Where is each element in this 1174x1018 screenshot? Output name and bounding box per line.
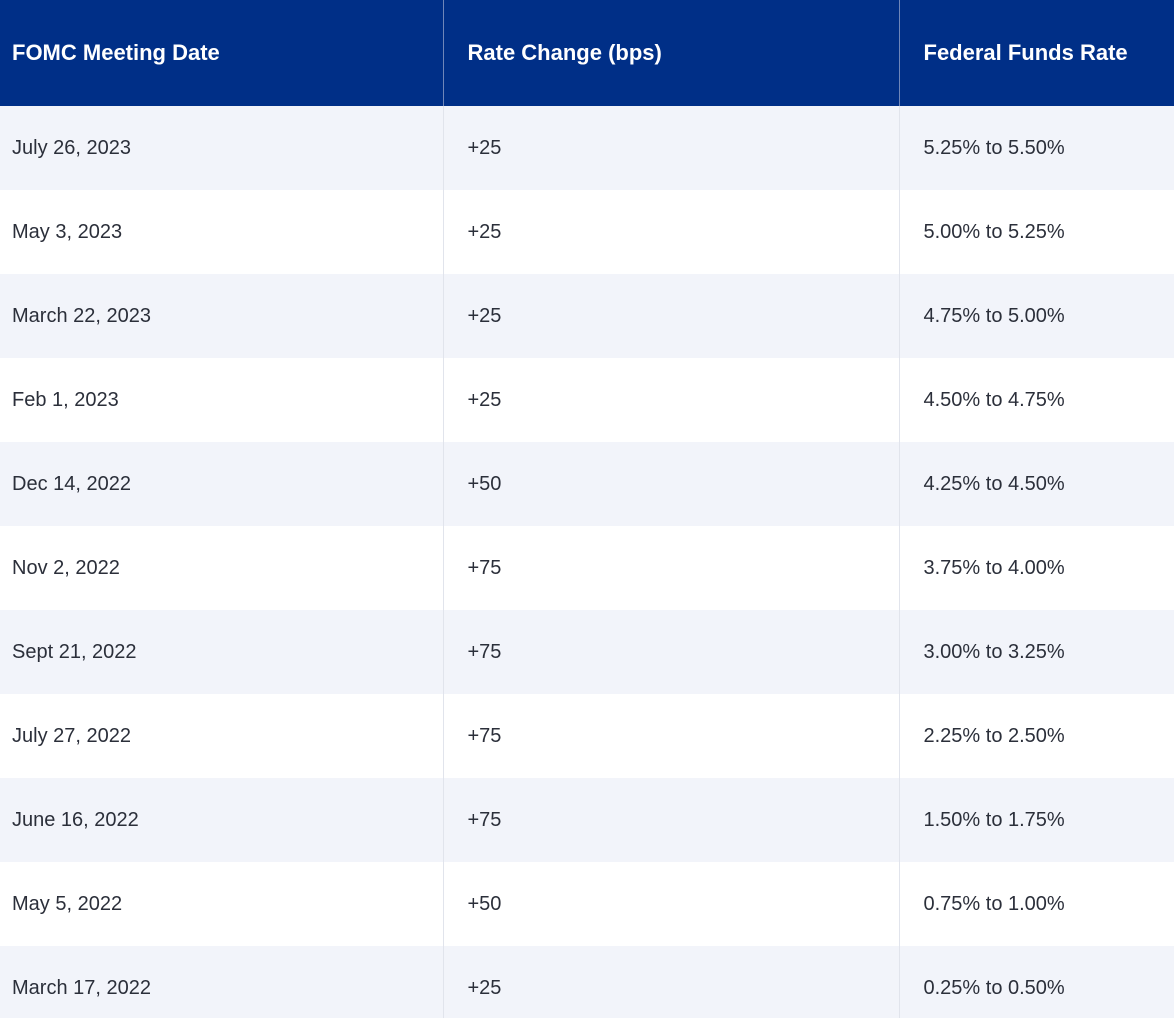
table-row: July 26, 2023 +25 5.25% to 5.50% <box>0 106 1174 190</box>
federal-funds-rate-cell: 1.50% to 1.75% <box>898 778 1174 862</box>
meeting-date-cell: June 16, 2022 <box>12 808 139 831</box>
meeting-date-cell: May 3, 2023 <box>12 220 123 243</box>
rate-change-cell: +75 <box>442 694 899 778</box>
meeting-date-cell: Nov 2, 2022 <box>12 556 120 579</box>
header-rate-change: Rate Change (bps) <box>442 0 899 106</box>
header-row: FOMC Meeting Date Rate Change (bps) Fede… <box>0 0 1174 106</box>
federal-funds-rate-cell: 3.75% to 4.00% <box>898 526 1174 610</box>
table-row: June 16, 2022 +75 1.50% to 1.75% <box>0 778 1174 862</box>
rate-change-cell: +75 <box>442 526 899 610</box>
federal-funds-rate-cell: 0.75% to 1.00% <box>898 862 1174 946</box>
table-row: July 27, 2022 +75 2.25% to 2.50% <box>0 694 1174 778</box>
meeting-date-cell: March 17, 2022 <box>12 976 151 999</box>
federal-funds-rate-cell: 5.25% to 5.50% <box>898 106 1174 190</box>
table-row: May 5, 2022 +50 0.75% to 1.00% <box>0 862 1174 946</box>
rate-change-cell: +25 <box>442 274 899 358</box>
table-row: March 17, 2022 +25 0.25% to 0.50% <box>0 946 1174 1018</box>
meeting-date-cell: July 27, 2022 <box>12 724 131 747</box>
meeting-date-cell: July 26, 2023 <box>12 136 131 159</box>
meeting-date-cell: Dec 14, 2022 <box>12 472 131 495</box>
rate-change-cell: +50 <box>442 442 899 526</box>
meeting-date-cell: May 5, 2022 <box>12 892 123 915</box>
federal-funds-rate-cell: 2.25% to 2.50% <box>898 694 1174 778</box>
federal-funds-rate-cell: 3.00% to 3.25% <box>898 610 1174 694</box>
table-header: FOMC Meeting Date Rate Change (bps) Fede… <box>0 0 1174 106</box>
table-row: May 3, 2023 +25 5.00% to 5.25% <box>0 190 1174 274</box>
rate-change-cell: +25 <box>442 106 899 190</box>
rate-change-cell: +25 <box>442 190 899 274</box>
table-row: Feb 1, 2023 +25 4.50% to 4.75% <box>0 358 1174 442</box>
rate-change-cell: +75 <box>442 610 899 694</box>
rate-change-cell: +50 <box>442 862 899 946</box>
meeting-date-cell: Sept 21, 2022 <box>12 640 137 663</box>
meeting-date-cell: March 22, 2023 <box>12 304 151 327</box>
federal-funds-rate-cell: 4.50% to 4.75% <box>898 358 1174 442</box>
rate-change-cell: +25 <box>442 358 899 442</box>
table-row: Nov 2, 2022 +75 3.75% to 4.00% <box>0 526 1174 610</box>
table-row: Sept 21, 2022 +75 3.00% to 3.25% <box>0 610 1174 694</box>
header-meeting-date: FOMC Meeting Date <box>0 0 443 106</box>
federal-funds-rate-cell: 4.25% to 4.50% <box>898 442 1174 526</box>
meeting-date-cell: Feb 1, 2023 <box>12 388 119 411</box>
header-federal-funds-rate: Federal Funds Rate <box>898 0 1174 106</box>
table-body: July 26, 2023 +25 5.25% to 5.50% May 3, 202… <box>0 106 1174 1018</box>
table-row: March 22, 2023 +25 4.75% to 5.00% <box>0 274 1174 358</box>
rate-change-cell: +25 <box>442 946 899 1018</box>
federal-funds-rate-cell: 5.00% to 5.25% <box>898 190 1174 274</box>
federal-funds-rate-cell: 4.75% to 5.00% <box>898 274 1174 358</box>
federal-funds-rate-cell: 0.25% to 0.50% <box>898 946 1174 1018</box>
table-row: Dec 14, 2022 +50 4.25% to 4.50% <box>0 442 1174 526</box>
rate-change-cell: +75 <box>442 778 899 862</box>
